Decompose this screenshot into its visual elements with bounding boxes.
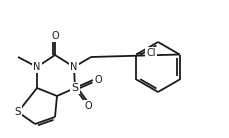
Text: O: O: [51, 31, 59, 41]
Text: O: O: [84, 101, 91, 111]
Text: S: S: [15, 107, 21, 117]
Text: N: N: [70, 62, 77, 72]
Text: N: N: [33, 62, 41, 72]
Text: Cl: Cl: [146, 47, 155, 58]
Text: S: S: [71, 83, 78, 93]
Text: O: O: [94, 75, 101, 85]
